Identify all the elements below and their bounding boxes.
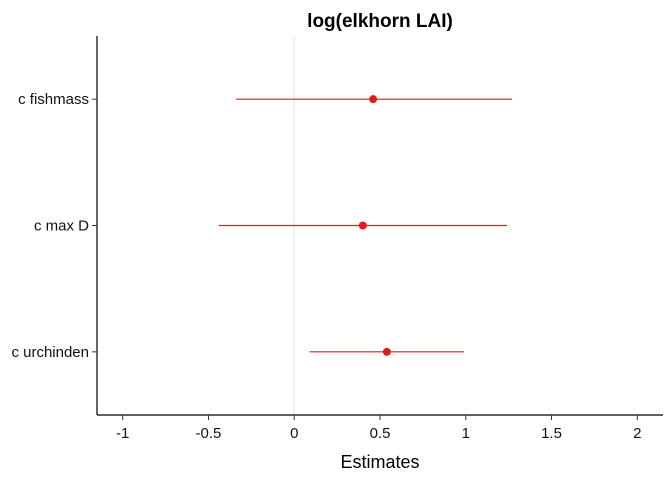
plot-area: -1 -0.5 0 0.5 1 1.5 2 c fishmass c max D c urchin… (11, 36, 663, 442)
y-tick-label: c fishmass (18, 91, 89, 108)
y-tick-label: c urchinden (11, 344, 89, 361)
x-tick-label: 0.5 (370, 425, 391, 442)
x-tick-label: 1.5 (541, 425, 562, 442)
estimate-point (358, 221, 367, 230)
x-axis-label: Estimates (340, 452, 419, 472)
chart-title: log(elkhorn LAI) (307, 11, 453, 32)
y-tick-label: c max D (34, 218, 89, 235)
estimate-point (369, 95, 378, 104)
estimate-point (382, 347, 391, 356)
x-tick-label: -0.5 (196, 425, 222, 442)
x-tick-label: 2 (633, 425, 641, 442)
x-tick-label: 0 (290, 425, 298, 442)
x-tick-label: -1 (116, 425, 129, 442)
x-tick-label: 1 (462, 425, 470, 442)
